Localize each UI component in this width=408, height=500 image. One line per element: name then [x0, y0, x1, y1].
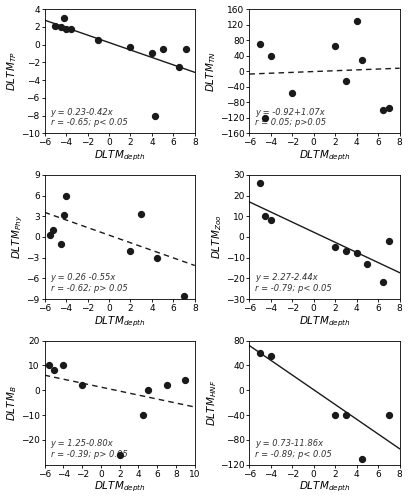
- Point: [152, 112, 158, 120]
- Point: [386, 411, 392, 419]
- Point: [386, 237, 392, 245]
- Point: [175, 62, 182, 70]
- Point: [332, 244, 339, 252]
- Point: [343, 411, 349, 419]
- Point: [127, 246, 134, 254]
- Point: [380, 106, 387, 114]
- Y-axis label: DLTM$_{Zoo}$: DLTM$_{Zoo}$: [211, 214, 224, 260]
- Point: [332, 42, 339, 50]
- Point: [182, 376, 188, 384]
- Point: [144, 386, 151, 394]
- Point: [289, 88, 295, 96]
- X-axis label: DLTM$_{depth}$: DLTM$_{depth}$: [94, 148, 146, 163]
- Point: [79, 382, 85, 390]
- Point: [364, 260, 370, 268]
- Point: [268, 52, 274, 60]
- Text: y = 0.23-0.42x
r = -0.65; p< 0.05: y = 0.23-0.42x r = -0.65; p< 0.05: [51, 108, 127, 127]
- Point: [63, 192, 69, 200]
- Point: [138, 210, 144, 218]
- Point: [262, 212, 269, 220]
- Point: [359, 56, 365, 64]
- Point: [60, 362, 67, 370]
- Point: [154, 254, 160, 262]
- Text: y = 1.25-0.80x
r = -0.39; p> 0.05: y = 1.25-0.80x r = -0.39; p> 0.05: [51, 439, 127, 458]
- Y-axis label: DLTM$_{Phy}$: DLTM$_{Phy}$: [11, 214, 25, 259]
- Point: [163, 382, 170, 390]
- Point: [343, 77, 349, 85]
- Y-axis label: DLTM$_{TP}$: DLTM$_{TP}$: [6, 51, 19, 91]
- X-axis label: DLTM$_{depth}$: DLTM$_{depth}$: [299, 480, 350, 494]
- Point: [268, 352, 274, 360]
- Point: [52, 22, 59, 30]
- Point: [386, 104, 392, 112]
- Point: [149, 50, 155, 58]
- X-axis label: DLTM$_{depth}$: DLTM$_{depth}$: [299, 314, 350, 328]
- Point: [95, 36, 102, 44]
- Y-axis label: DLTM$_{B}$: DLTM$_{B}$: [6, 385, 19, 420]
- Y-axis label: DLTM$_{TN}$: DLTM$_{TN}$: [204, 51, 218, 92]
- Point: [61, 211, 67, 219]
- Point: [183, 45, 189, 53]
- Point: [160, 45, 166, 53]
- Y-axis label: DLTM$_{HNF}$: DLTM$_{HNF}$: [205, 380, 219, 426]
- Point: [262, 114, 269, 122]
- Point: [47, 231, 53, 239]
- X-axis label: DLTM$_{depth}$: DLTM$_{depth}$: [94, 480, 146, 494]
- Point: [51, 366, 57, 374]
- Point: [63, 24, 69, 32]
- Point: [58, 240, 64, 248]
- Point: [332, 411, 339, 419]
- Point: [268, 216, 274, 224]
- Point: [58, 23, 64, 31]
- Point: [61, 14, 67, 22]
- Point: [257, 40, 264, 48]
- Point: [353, 16, 360, 24]
- X-axis label: DLTM$_{depth}$: DLTM$_{depth}$: [94, 314, 146, 328]
- Point: [353, 250, 360, 258]
- Point: [380, 278, 387, 286]
- Point: [68, 24, 75, 32]
- Text: y = 2.27-2.44x
r = -0.79; p< 0.05: y = 2.27-2.44x r = -0.79; p< 0.05: [255, 274, 332, 293]
- Point: [127, 43, 134, 51]
- Text: y = 0.26 -0.55x
r = -0.62; p> 0.05: y = 0.26 -0.55x r = -0.62; p> 0.05: [51, 274, 127, 293]
- Point: [50, 226, 56, 234]
- Point: [181, 292, 187, 300]
- Point: [343, 248, 349, 256]
- Point: [257, 179, 264, 187]
- Point: [116, 451, 123, 459]
- Point: [140, 411, 146, 419]
- Point: [46, 362, 53, 370]
- X-axis label: DLTM$_{depth}$: DLTM$_{depth}$: [299, 148, 350, 163]
- Text: y = -0.92+1.07x
r = 0.05; p>0.05: y = -0.92+1.07x r = 0.05; p>0.05: [255, 108, 326, 127]
- Point: [257, 349, 264, 357]
- Point: [359, 454, 365, 462]
- Text: y = 0.73-11.86x
r = -0.89; p< 0.05: y = 0.73-11.86x r = -0.89; p< 0.05: [255, 439, 332, 458]
